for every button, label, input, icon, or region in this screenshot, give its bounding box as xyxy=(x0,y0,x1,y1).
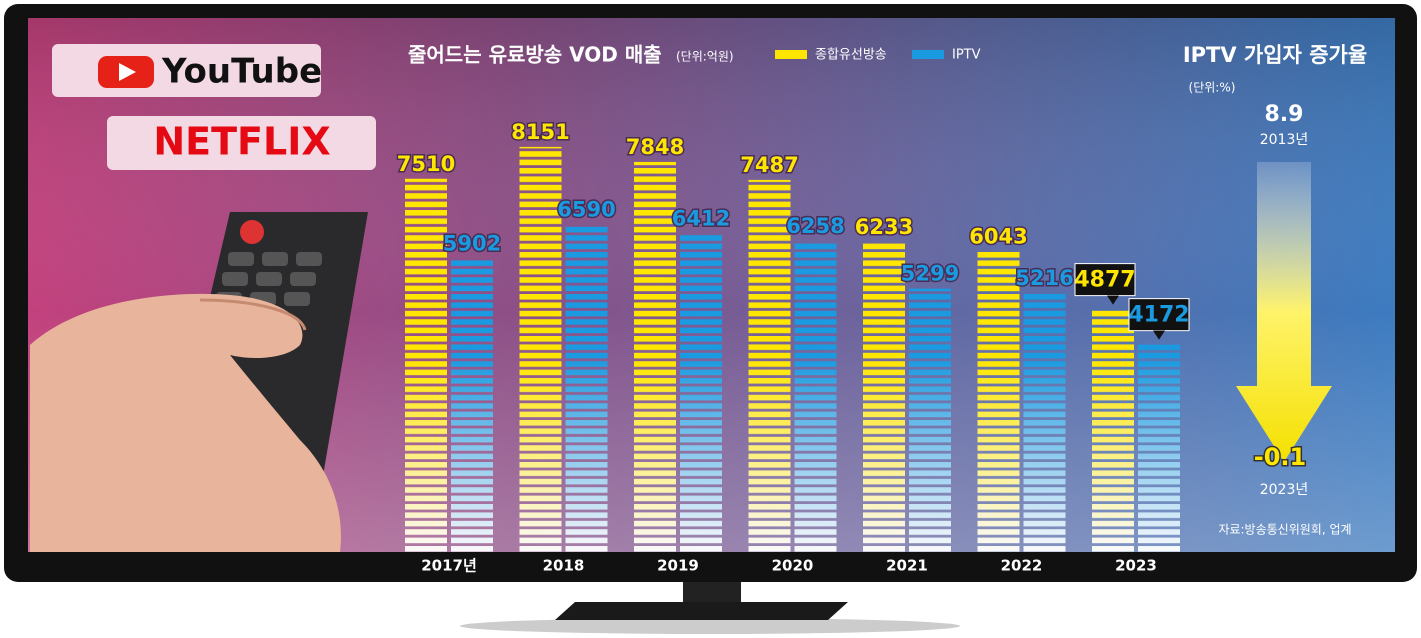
bar xyxy=(1138,344,1180,552)
bar xyxy=(519,146,562,552)
youtube-logo-text: YouTube xyxy=(161,52,322,92)
x-tick-label: 2019 xyxy=(657,557,699,575)
bar xyxy=(909,288,951,552)
chart-subtitle: (단위:억원) xyxy=(676,50,734,64)
value-label: 6233 xyxy=(855,215,913,239)
netflix-logo-box xyxy=(107,116,376,170)
bar xyxy=(748,179,791,552)
legend: 종합유선방송 IPTV xyxy=(775,48,981,63)
x-tick-label: 2018 xyxy=(543,557,585,575)
value-label: 7510 xyxy=(397,152,455,176)
hand xyxy=(30,293,341,552)
bar xyxy=(680,233,722,552)
value-label: 4877 xyxy=(1074,268,1135,293)
value-label: 5902 xyxy=(443,232,501,256)
remote-illustration xyxy=(30,212,368,552)
legend-swatch xyxy=(912,50,944,59)
bar xyxy=(1023,292,1066,552)
value-callout-pointer xyxy=(1153,330,1165,340)
x-tick-label: 2021 xyxy=(886,557,928,575)
bar xyxy=(977,251,1020,552)
youtube-play xyxy=(119,63,136,81)
netflix-logo-text: NETFLIX xyxy=(153,120,330,164)
value-label: 4172 xyxy=(1128,303,1189,328)
bar xyxy=(863,242,905,552)
value-label: 7487 xyxy=(740,153,798,177)
bar xyxy=(451,258,493,552)
value-callout-box xyxy=(1074,263,1136,297)
bar xyxy=(794,240,837,552)
source: 자료:방송통신위원회, 업계 xyxy=(1218,523,1351,537)
x-tick-label: 2022 xyxy=(1001,557,1043,575)
stand-neck xyxy=(683,582,741,604)
bars: 2017년 7510 5902 2018 8151 6590 2019 7848 6412 202… xyxy=(395,118,1190,575)
x-tick-label: 2017년 xyxy=(421,557,477,575)
hand-crease xyxy=(199,298,307,331)
value-label: 7848 xyxy=(626,135,684,159)
decline-arrow xyxy=(1236,162,1332,462)
stand-base xyxy=(555,602,848,620)
side-unit: (단위:%) xyxy=(1189,81,1236,95)
bar xyxy=(405,178,447,553)
value-label: 6043 xyxy=(969,225,1027,249)
value-label: 5216 xyxy=(1015,266,1073,290)
side-start-value: 8.9 xyxy=(1265,102,1304,127)
side-end-value: -0.1 xyxy=(1254,443,1306,471)
value-callout-pointer xyxy=(1107,295,1119,305)
chart-title: 줄어드는 유료방송 VOD 매출 xyxy=(408,43,662,67)
x-tick-label: 2023 xyxy=(1115,557,1157,575)
value-label: 6412 xyxy=(672,206,730,230)
stand-shadow xyxy=(460,618,960,634)
bar xyxy=(565,224,608,553)
value-label: 8151 xyxy=(511,120,569,144)
value-label: 6590 xyxy=(557,197,615,221)
legend-swatch xyxy=(775,50,807,59)
value-callout-box xyxy=(1128,298,1190,332)
x-tick-label: 2020 xyxy=(772,557,814,575)
side-end-label: 2023년 xyxy=(1260,482,1309,498)
value-label: 6258 xyxy=(786,214,844,238)
value-label: 5299 xyxy=(901,262,959,286)
bar xyxy=(634,161,676,552)
legend-label: 종합유선방송 xyxy=(815,48,887,63)
remote-power xyxy=(240,220,264,244)
side-start-label: 2013년 xyxy=(1260,132,1309,148)
side-title: IPTV 가입자 증가율 xyxy=(1183,43,1367,67)
legend-label: IPTV xyxy=(952,48,981,63)
bar xyxy=(1092,309,1134,552)
